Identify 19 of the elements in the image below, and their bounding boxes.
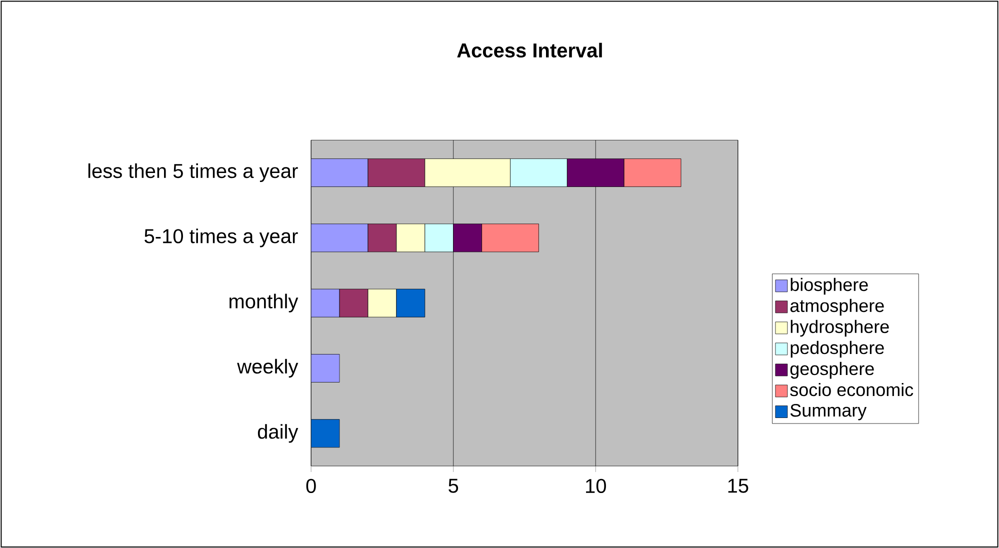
legend-label: socio economic [790,382,914,396]
bar [311,419,340,448]
legend-label: pedosphere [790,340,884,358]
x-tick-label: 5 [448,478,458,493]
y-tick-label: monthly [230,294,298,312]
y-tick-label: weekly [237,358,298,378]
legend-label: biosphere [790,278,868,295]
y-tick-label: less then 5 times a year [88,163,298,182]
legend-label: hydrosphere [790,320,889,337]
x-tick-label: 10 [586,478,606,493]
chart-title: Access Interval [457,42,602,58]
y-tick-label: daily [258,424,298,443]
bar [311,354,340,382]
y-tick-label: 5-10 times a year [144,228,298,248]
legend-label: atmosphere [790,298,884,316]
legend-label: Summary [790,404,867,420]
x-tick-label: 15 [728,478,748,493]
legend-label: geosphere [790,362,874,379]
x-tick-label: 0 [306,478,316,493]
